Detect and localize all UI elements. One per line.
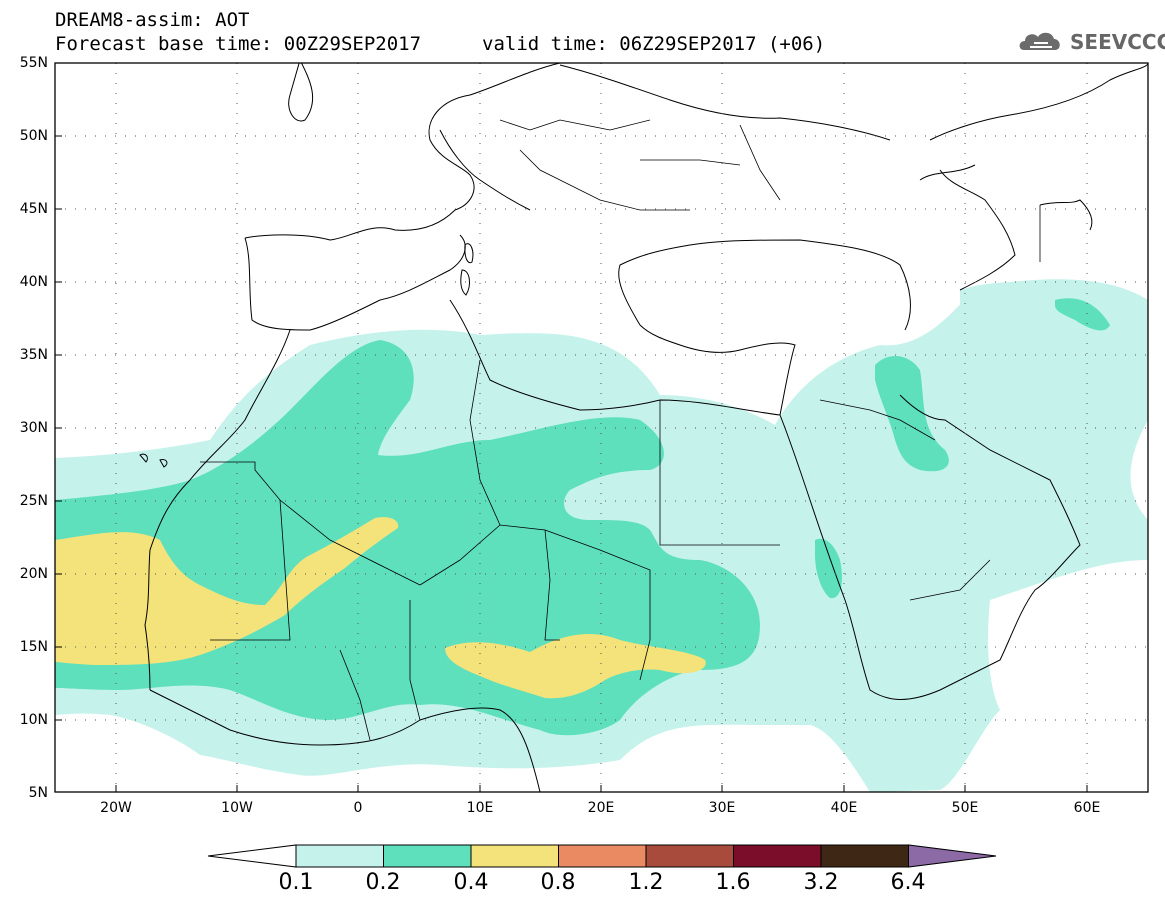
lon-label: 60E [1073, 800, 1101, 816]
lon-label: 20E [587, 800, 615, 816]
lat-label: 50N [19, 128, 48, 144]
colorbar-label: 6.4 [890, 870, 926, 895]
lon-label: 10W [221, 800, 253, 816]
colorbar-label: 0.8 [540, 870, 576, 895]
aot-field-0.4-0.8 [55, 517, 706, 699]
colorbar-swatch [470, 844, 559, 868]
colorbar-label: 0.2 [365, 870, 401, 895]
forecast-base-time: Forecast base time: 00Z29SEP2017 [55, 33, 422, 55]
lat-label: 35N [19, 347, 48, 363]
lat-label: 20N [19, 566, 48, 582]
colorbar-swatch [558, 844, 647, 868]
colorbar-label: 3.2 [803, 870, 839, 895]
colorbar-swatch [645, 844, 734, 868]
colorbar-label: 0.4 [453, 870, 489, 895]
lon-label: 30E [708, 800, 736, 816]
colorbar-swatch [820, 844, 909, 868]
lat-label: 15N [19, 639, 48, 655]
lon-label: 0 [353, 800, 363, 816]
graticule [55, 63, 1148, 792]
valid-time: valid time: 06Z29SEP2017 (+06) [482, 33, 826, 55]
axis-ticks [55, 62, 1088, 792]
cloud-icon [1019, 32, 1060, 50]
coastlines [144, 63, 1148, 792]
seevccc-logo: SEEVCCC [1070, 30, 1165, 54]
lon-label: 40E [830, 800, 858, 816]
colorbar-over-arrow [908, 844, 997, 868]
lon-label: 20W [100, 800, 132, 816]
lat-label: 30N [19, 420, 48, 436]
country-borders [200, 119, 1041, 741]
colorbar-swatch [295, 844, 384, 868]
colorbar-label: 1.6 [715, 870, 751, 895]
lat-label: 45N [19, 201, 48, 217]
colorbar-under-arrow [207, 844, 297, 868]
colorbar-swatch [733, 844, 822, 868]
lat-label: 5N [28, 785, 48, 801]
colorbar-swatch [383, 844, 472, 868]
lat-label: 10N [19, 712, 48, 728]
lon-label: 10E [466, 800, 494, 816]
islands [139, 63, 474, 468]
colorbar-label: 0.1 [278, 870, 314, 895]
lat-label: 25N [19, 493, 48, 509]
map-title: DREAM8-assim: AOT [55, 9, 250, 31]
lat-label: 55N [19, 55, 48, 71]
lon-label: 50E [951, 800, 979, 816]
lat-label: 40N [19, 274, 48, 290]
colorbar-label: 1.2 [628, 870, 664, 895]
